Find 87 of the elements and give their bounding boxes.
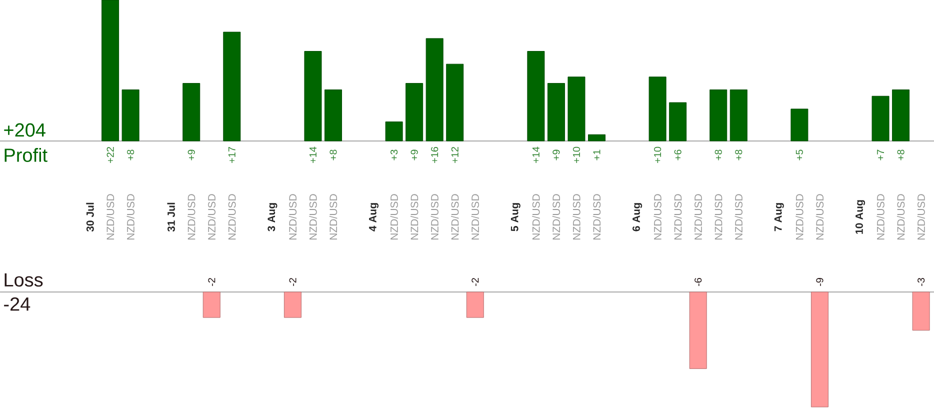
x-tick-label: NZD/USD (288, 194, 297, 240)
x-tick-label: 10 Aug (855, 200, 866, 234)
x-tick-label: NZD/USD (654, 194, 662, 240)
x-tick-label: 3 Aug (268, 203, 278, 232)
data-label: +8 (330, 150, 337, 160)
data-label: +16 (431, 146, 438, 163)
x-tick-label: NZD/USD (410, 194, 418, 240)
data-label: +1 (593, 150, 600, 160)
data-label: -3 (918, 278, 925, 286)
bar (547, 83, 565, 142)
data-label: -6 (694, 278, 702, 286)
data-label: +9 (188, 150, 195, 160)
x-tick-label: 7 Aug (774, 203, 784, 232)
bar (568, 76, 586, 142)
bar (892, 89, 910, 142)
x-tick-label: NZD/USD (816, 194, 824, 240)
data-label: +17 (228, 147, 236, 163)
text: -24 (4, 297, 30, 311)
x-tick-label: 31 Jul (167, 202, 175, 232)
data-label: +14 (532, 146, 540, 163)
data-label: +10 (654, 146, 662, 163)
bar (527, 51, 545, 142)
data-label: -2 (208, 278, 216, 286)
x-tick-label: NZD/USD (106, 194, 114, 240)
data-label: +8 (127, 150, 134, 160)
text: Loss (4, 273, 43, 287)
data-label: -2 (472, 278, 479, 286)
x-tick-label: NZD/USD (694, 194, 702, 240)
x-tick-label: NZD/USD (471, 194, 479, 240)
bar (446, 64, 464, 142)
x-tick-label: NZD/USD (714, 194, 722, 240)
x-tick-label: 5 Aug (510, 203, 520, 232)
text: Profit (4, 148, 48, 162)
bar (385, 122, 403, 142)
bar (588, 134, 606, 142)
data-label: +10 (572, 146, 580, 163)
x-tick-label: NZD/USD (592, 194, 601, 240)
x-tick-label: NZD/USD (917, 194, 925, 240)
data-label: -2 (289, 278, 296, 286)
bar (102, 0, 120, 142)
bar (426, 38, 444, 142)
bar (304, 51, 322, 142)
data-label: +14 (310, 146, 316, 163)
bar (790, 108, 808, 142)
bar (223, 32, 241, 142)
data-label: +9 (552, 150, 560, 160)
data-label: +5 (796, 150, 803, 160)
data-label: +3 (390, 150, 398, 160)
data-label: +8 (714, 150, 722, 160)
x-tick-label: 6 Aug (632, 203, 642, 232)
x-tick-label: NZD/USD (674, 194, 682, 240)
bar (122, 89, 140, 142)
bar (669, 102, 687, 142)
x-tick-label: NZD/USD (734, 194, 742, 240)
x-tick-label: 4 Aug (369, 203, 379, 232)
bar (730, 89, 748, 142)
x-tick-label: NZD/USD (126, 194, 134, 240)
data-label: +6 (674, 150, 682, 160)
x-tick-label: 30 Jul (86, 202, 94, 232)
bar (648, 76, 666, 142)
data-label: +7 (877, 150, 884, 160)
data-label: +8 (897, 150, 904, 160)
x-tick-label: NZD/USD (796, 194, 804, 240)
x-tick-label: NZD/USD (208, 194, 216, 240)
x-tick-label: NZD/USD (876, 194, 884, 240)
x-tick-label: NZD/USD (430, 194, 438, 240)
data-label: -9 (816, 278, 824, 286)
bar (406, 83, 424, 142)
x-tick-label: NZD/USD (309, 194, 317, 240)
bar (324, 89, 342, 142)
x-tick-label: NZD/USD (896, 194, 905, 240)
bar (872, 96, 890, 142)
data-label: +12 (451, 147, 458, 163)
bar (710, 89, 728, 142)
x-tick-label: NZD/USD (572, 194, 580, 240)
x-tick-label: NZD/USD (188, 194, 196, 240)
x-tick-label: NZD/USD (390, 194, 398, 240)
x-tick-label: NZD/USD (228, 194, 236, 240)
data-label: +8 (735, 150, 742, 160)
data-label: +22 (106, 147, 114, 163)
bar (182, 83, 200, 142)
x-tick-label: NZD/USD (451, 194, 459, 240)
data-label: +9 (410, 150, 418, 160)
text: +204 (4, 123, 46, 137)
x-tick-label: NZD/USD (329, 194, 338, 240)
x-tick-label: NZD/USD (532, 194, 540, 240)
x-tick-label: NZD/USD (552, 194, 560, 240)
